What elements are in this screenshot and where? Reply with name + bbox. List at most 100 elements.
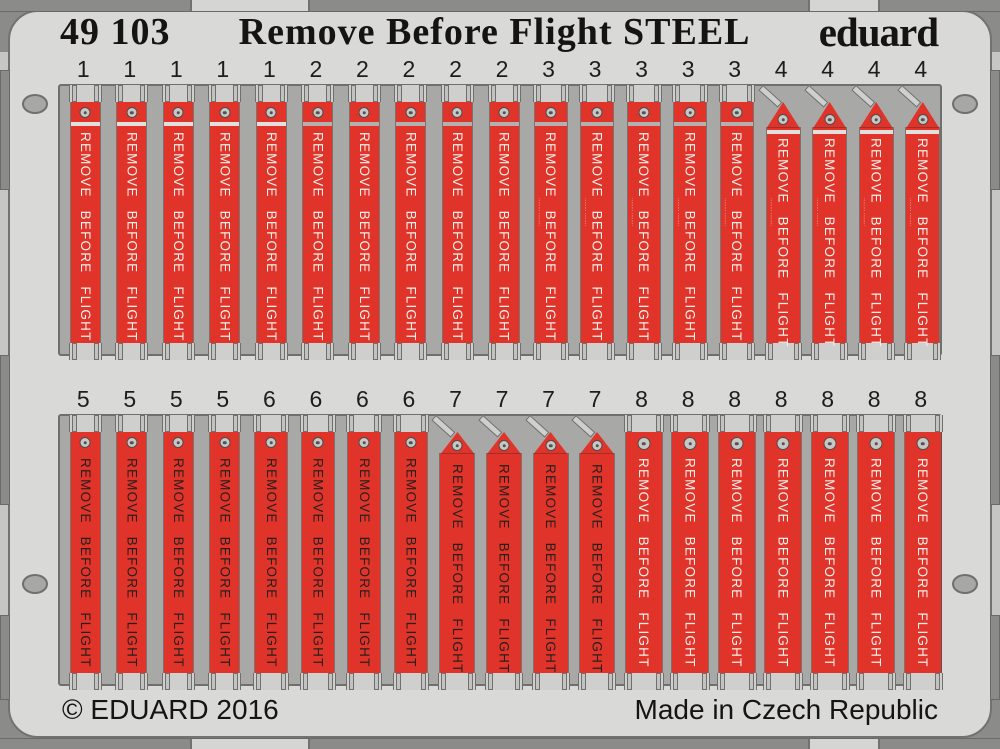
banner-text: REMOVE BEFORE FLIGHT <box>868 138 884 348</box>
part-number-label: 4 <box>821 56 835 82</box>
attachment-notch <box>254 85 288 102</box>
attachment-tab-icon <box>279 85 285 102</box>
attachment-tab-icon <box>420 673 426 690</box>
attachment-tab-icon <box>607 85 613 102</box>
attachment-tab-icon <box>327 673 333 690</box>
attachment-notch <box>438 673 477 690</box>
attachment-notch <box>392 673 429 690</box>
rbf-banner-part-3: REMOVE BEFORE FLIGHT ········ ········ <box>718 85 755 360</box>
part-number-label: 4 <box>867 56 881 82</box>
attachment-tab-icon <box>702 673 708 690</box>
banner-body <box>580 454 615 673</box>
attachment-tab-icon <box>304 343 310 360</box>
rbf-banner-part-5: REMOVE BEFORE FLIGHT <box>68 415 102 690</box>
banner-stripe <box>163 122 193 126</box>
banner-text: REMOVE BEFORE FLIGHT <box>682 458 698 668</box>
attachment-tab-icon <box>327 415 333 432</box>
tooling-hole <box>22 574 48 594</box>
attachment-tab-icon <box>140 415 146 432</box>
part-number-label: 6 <box>309 386 323 412</box>
rbf-banner-part-7: REMOVE BEFORE FLIGHT <box>524 415 570 690</box>
banner-text: REMOVE BEFORE FLIGHT <box>636 132 652 342</box>
banner-stripe <box>396 122 426 126</box>
banner-micro-text: ········ ········ <box>814 198 821 227</box>
attachment-tab-icon <box>374 415 380 432</box>
fret-band-1: REMOVE BEFORE FLIGHT REMOVE BEFORE FLIGHT… <box>58 84 942 360</box>
attachment-tab-icon <box>326 343 332 360</box>
attachment-tab-icon <box>721 85 727 102</box>
attachment-tab-icon <box>581 673 587 690</box>
attachment-tab-icon <box>626 415 632 432</box>
rbf-banner-part-7: REMOVE BEFORE FLIGHT <box>478 415 523 690</box>
attachment-notch <box>625 85 662 102</box>
attachment-tab-icon <box>211 85 217 102</box>
sprue-rail-tab <box>190 739 310 749</box>
attachment-notch <box>623 415 664 432</box>
attachment-notch <box>578 673 617 690</box>
rbf-banner-part-8: REMOVE BEFORE FLIGHT <box>809 415 850 690</box>
grommet-icon <box>545 107 557 118</box>
attachment-tab-icon <box>721 343 727 360</box>
grommet-icon <box>731 107 743 118</box>
attachment-notch <box>68 85 102 102</box>
part-number-label: 7 <box>542 386 555 412</box>
attachment-tab-icon <box>441 673 447 690</box>
attachment-notch <box>254 343 288 360</box>
attachment-notch <box>208 415 242 432</box>
attachment-notch <box>670 673 711 690</box>
attachment-tab-icon <box>515 673 520 690</box>
attachment-notch <box>856 673 897 690</box>
attachment-notch <box>253 673 290 690</box>
attachment-tab-icon <box>535 343 541 360</box>
footer: © EDUARD 2016 Made in Czech Republic <box>62 692 938 728</box>
rbf-banner-part-5: REMOVE BEFORE FLIGHT <box>115 415 149 690</box>
rbf-banner-part-6: REMOVE BEFORE FLIGHT <box>253 415 290 690</box>
grommet-icon <box>358 437 370 448</box>
attachment-tab-icon <box>211 673 217 690</box>
banner-text: REMOVE BEFORE FLIGHT <box>263 132 279 342</box>
attachment-tab-icon <box>140 673 146 690</box>
part-numbers-row-1: 1 1 1 1 1 2 2 2 2 2 3 3 3 3 3 4 4 4 4 <box>0 56 1000 82</box>
grommet-icon <box>451 107 463 118</box>
attachment-notch <box>346 673 383 690</box>
banner-stripe <box>489 122 519 126</box>
grommet-icon <box>126 437 138 448</box>
attachment-tab-icon <box>524 415 549 438</box>
attachment-tab-icon <box>795 415 801 432</box>
attachment-notch <box>532 343 569 360</box>
rbf-banner-part-7: REMOVE BEFORE FLIGHT <box>431 415 477 690</box>
attachment-tab-icon <box>233 673 239 690</box>
grommet-icon <box>358 107 370 118</box>
attachment-tab-icon <box>748 415 754 432</box>
attachment-tab-icon <box>349 673 355 690</box>
attachment-tab-icon <box>256 415 262 432</box>
attachment-notch <box>394 343 428 360</box>
part-numbers-row-2: 5 5 5 5 6 6 6 6 7 7 7 7 8 8 8 8 8 8 8 <box>0 386 1000 412</box>
sprue-rail-tab <box>808 739 880 749</box>
grommet-icon <box>683 437 697 450</box>
banner-stripe <box>813 130 847 134</box>
banner-micro-text: ········ ········ <box>535 198 542 227</box>
part-number-label: 1 <box>123 56 137 82</box>
rbf-banner-part-8: REMOVE BEFORE FLIGHT <box>716 415 757 690</box>
part-number-label: 8 <box>774 386 788 412</box>
attachment-notch <box>716 673 757 690</box>
banner-text: REMOVE BEFORE FLIGHT <box>77 458 93 668</box>
attachment-tab-icon <box>420 415 426 432</box>
attachment-tab-icon <box>140 85 146 102</box>
attachment-tab-icon <box>186 415 192 432</box>
grommet-icon <box>451 440 463 451</box>
attachment-tab-icon <box>233 85 239 102</box>
banner-text: REMOVE BEFORE FLIGHT <box>589 464 605 674</box>
grommet-icon <box>545 440 557 451</box>
grommet-icon <box>498 440 510 451</box>
attachment-tab-icon <box>888 415 894 432</box>
banner-text: REMOVE BEFORE FLIGHT <box>822 138 838 348</box>
part-number-label: 2 <box>309 56 323 82</box>
sprue-side-tab <box>990 70 1000 190</box>
banner-micro-text: ········ ········ <box>860 198 867 227</box>
attachment-tab-icon <box>888 673 894 690</box>
part-number-label: 2 <box>495 56 509 82</box>
attachment-notch <box>532 85 569 102</box>
banner-stripe <box>117 122 147 126</box>
